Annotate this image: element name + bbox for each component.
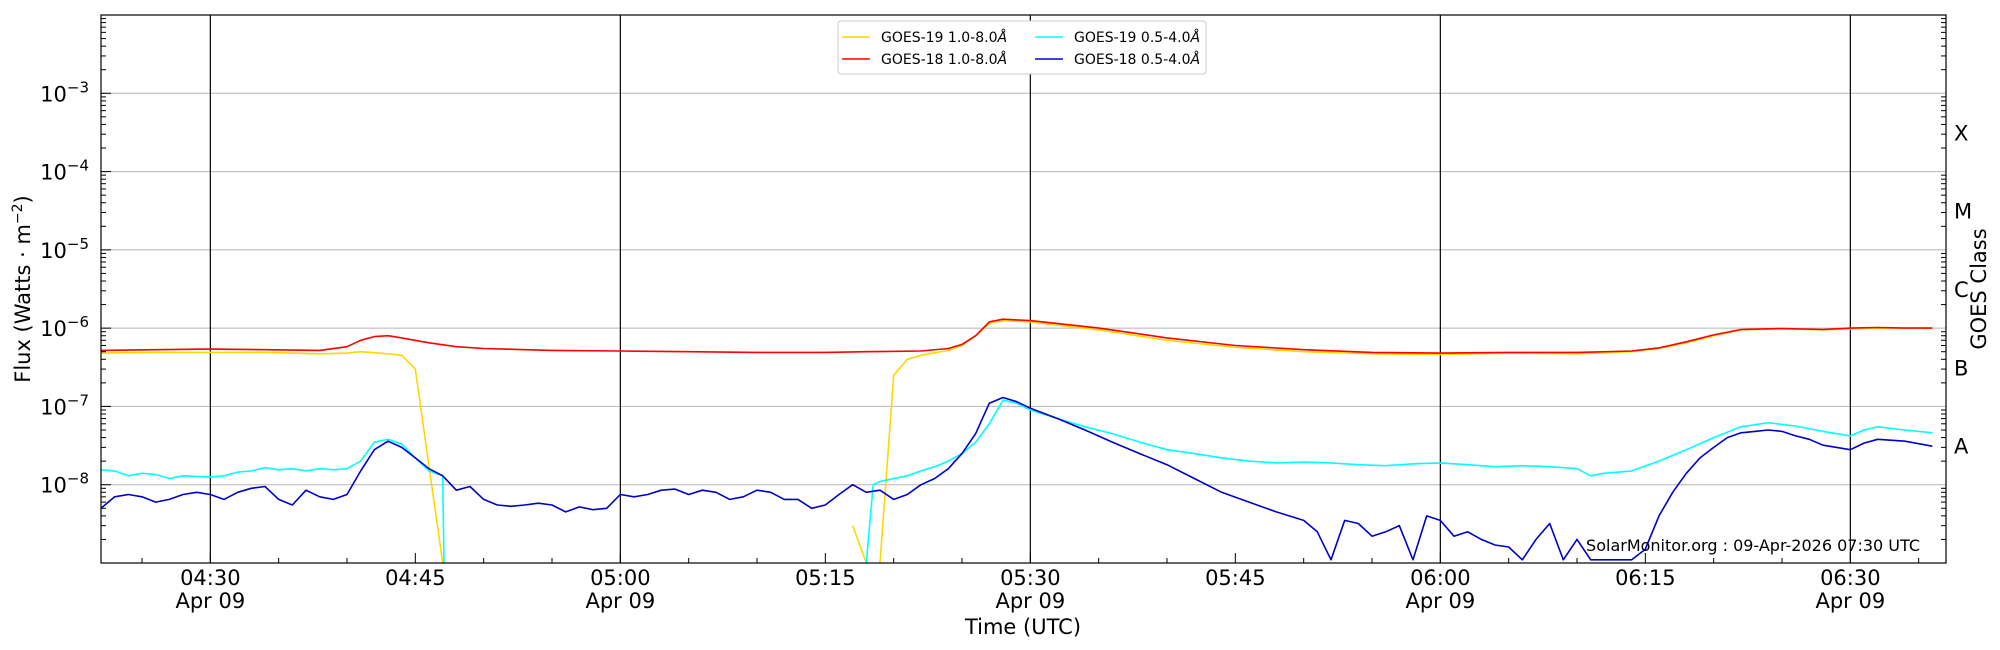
x-tick-date-label: Apr 09	[175, 589, 245, 613]
legend-label-goes19-short-name: GOES-19 0.5-4.0	[1074, 30, 1191, 46]
y2-axis-label: GOES Class	[1967, 228, 1991, 349]
y-tick-label: 10−6	[40, 313, 89, 341]
legend-label-goes18-short-name: GOES-18 0.5-4.0	[1074, 52, 1191, 68]
x-tick-label: 05:15	[795, 566, 856, 590]
goes-class-label: C	[1954, 278, 1969, 302]
date-markers	[209, 15, 1851, 563]
plot-background	[101, 15, 1946, 563]
y-tick-label-base: 10	[40, 317, 67, 341]
series-line-1	[100, 318, 1933, 354]
y-tick-label-base: 10	[40, 82, 67, 106]
legend-box	[837, 20, 1207, 75]
y-tick-label-base: 10	[40, 474, 67, 498]
legend-label-goes18-long-unit: Å	[997, 51, 1008, 68]
y-axis-label-main: Flux (Watts · m	[11, 224, 35, 383]
credit-annotation: SolarMonitor.org : 09-Apr-2026 07:30 UTC	[1586, 536, 1920, 555]
x-tick-label: 06:15	[1615, 566, 1676, 590]
series-line-0	[851, 525, 868, 564]
y-tick-label-base: 10	[40, 395, 67, 419]
goes-class-label: B	[1954, 356, 1968, 380]
legend-label-goes19-long-unit: Å	[997, 29, 1008, 46]
x-tick-date-label: Apr 09	[995, 589, 1065, 613]
y-axis-label: Flux (Watts · m−2)	[10, 195, 35, 383]
y-tick-label-exp: −6	[67, 313, 89, 331]
x-tick-label: 05:00	[590, 566, 651, 590]
x-tick-date-label: Apr 09	[1815, 589, 1885, 613]
goes-class-label: A	[1954, 435, 1969, 459]
y-tick-label: 10−4	[40, 157, 89, 185]
legend-label-goes18-long-name: GOES-18 1.0-8.0	[881, 52, 998, 68]
y-tick-label-exp: −3	[67, 78, 89, 96]
y-tick-label: 10−5	[40, 235, 89, 263]
plot-frame	[100, 14, 1947, 564]
goes-class-label: X	[1954, 121, 1968, 145]
legend-label-goes19-long-name: GOES-19 1.0-8.0	[881, 30, 998, 46]
series-line-2	[100, 438, 445, 564]
legend-label-goes18-short: GOES-18 0.5-4.0Å	[1074, 51, 1200, 68]
y-tick-label-exp: −8	[67, 470, 89, 488]
legend: GOES-19 1.0-8.0Å GOES-18 1.0-8.0Å GOES-1…	[837, 20, 1207, 75]
x-tick-label: 06:00	[1410, 566, 1471, 590]
x-tick-label: 06:30	[1820, 566, 1881, 590]
series-line-0	[100, 350, 444, 564]
series-lines	[100, 318, 1933, 564]
x-axis-label: Time (UTC)	[964, 615, 1081, 639]
y-axis-label-close: )	[11, 195, 35, 203]
x-tick-date-label: Apr 09	[1405, 589, 1475, 613]
legend-label-goes18-short-unit: Å	[1190, 51, 1201, 68]
y-tick-label-exp: −7	[67, 391, 89, 409]
x-tick-date-label: Apr 09	[585, 589, 655, 613]
goes-class-label: M	[1954, 200, 1972, 224]
x-tick-label: 04:30	[180, 566, 241, 590]
y-tick-label: 10−8	[40, 470, 89, 498]
y-tick-label: 10−3	[40, 78, 89, 106]
legend-label-goes18-long: GOES-18 1.0-8.0Å	[881, 51, 1007, 68]
series-1	[100, 318, 1933, 354]
y-tick-label-exp: −5	[67, 235, 89, 253]
x-tick-label: 05:30	[1000, 566, 1061, 590]
legend-label-goes19-short: GOES-19 0.5-4.0Å	[1074, 29, 1200, 46]
x-tick-label: 04:45	[385, 566, 446, 590]
y-tick-label-base: 10	[40, 161, 67, 185]
x-tick-label: 05:45	[1205, 566, 1266, 590]
legend-label-goes19-short-unit: Å	[1190, 29, 1201, 46]
grid-lines	[101, 92, 1946, 486]
legend-label-goes19-long: GOES-19 1.0-8.0Å	[881, 29, 1007, 46]
series-line-3	[100, 396, 1933, 561]
y-tick-label-exp: −4	[67, 157, 89, 175]
series-3	[100, 396, 1933, 561]
y-axis-label-exp: −2	[10, 203, 26, 224]
y-tick-label-base: 10	[40, 239, 67, 263]
y-tick-label: 10−7	[40, 391, 89, 419]
